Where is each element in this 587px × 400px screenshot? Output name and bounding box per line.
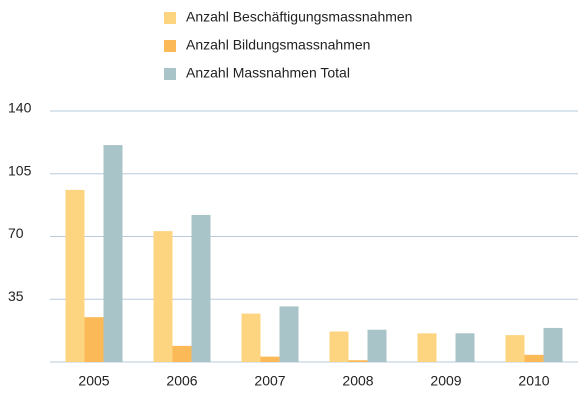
- bar: [172, 345, 192, 362]
- bar: [241, 313, 261, 362]
- legend-swatch: [164, 12, 176, 24]
- bar: [455, 333, 475, 362]
- legend-swatch: [164, 40, 176, 52]
- legend-label: Anzahl Bildungsmassnahmen: [186, 37, 370, 53]
- bar: [103, 145, 123, 362]
- x-tick-label: 2007: [254, 373, 285, 389]
- bar: [505, 335, 525, 362]
- bar: [260, 356, 280, 362]
- y-tick-label: 70: [8, 225, 24, 241]
- y-tick-label: 140: [8, 100, 32, 116]
- x-tick-label: 2005: [78, 373, 109, 389]
- x-tick-label: 2009: [430, 373, 461, 389]
- legend-label: Anzahl Massnahmen Total: [186, 65, 350, 81]
- bar: [153, 231, 173, 362]
- x-tick-label: 2006: [166, 373, 197, 389]
- bar: [348, 360, 368, 362]
- bar: [65, 189, 85, 362]
- x-tick-label: 2008: [342, 373, 373, 389]
- y-tick-label: 105: [8, 162, 32, 178]
- y-tick-label: 35: [8, 288, 24, 304]
- x-tick-label: 2010: [518, 373, 549, 389]
- bar: [84, 317, 104, 362]
- legend-label: Anzahl Beschäftigungsmassnahmen: [186, 9, 412, 25]
- bar: [367, 329, 387, 362]
- bar: [543, 327, 563, 362]
- bar: [329, 331, 349, 362]
- legend-swatch: [164, 68, 176, 80]
- bar: [417, 333, 437, 362]
- bar: [279, 306, 299, 362]
- bar: [524, 354, 544, 362]
- bar: [191, 214, 211, 362]
